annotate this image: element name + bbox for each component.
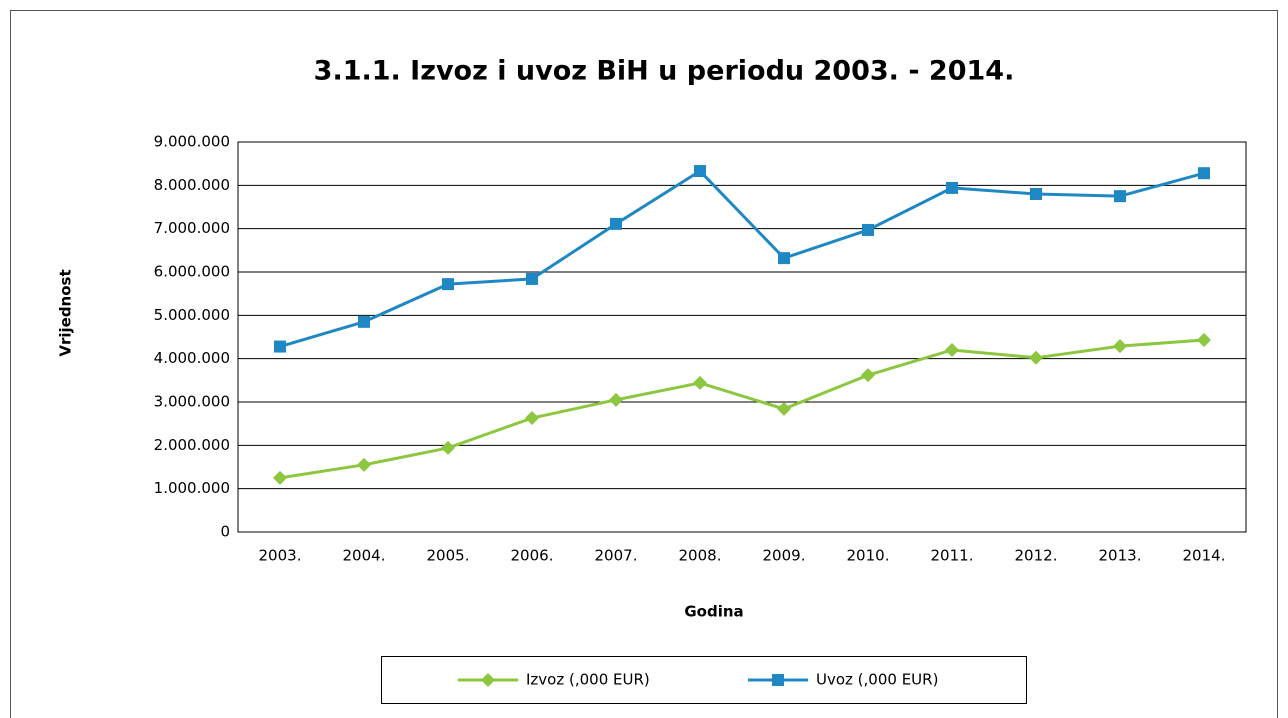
marker (778, 252, 790, 265)
marker (861, 368, 875, 383)
x-tick-label: 2011. (931, 547, 974, 565)
x-tick-label: 2008. (679, 547, 722, 565)
series-line (279, 338, 1205, 480)
legend-label: Uvoz (,000 EUR) (816, 671, 938, 689)
marker (442, 278, 454, 291)
marker (481, 673, 495, 687)
y-tick-label: 8.000.000 (154, 176, 230, 194)
marker (772, 674, 784, 686)
marker (693, 375, 707, 390)
marker (610, 217, 622, 230)
marker (1114, 190, 1126, 203)
x-tick-label: 2012. (1015, 547, 1058, 565)
y-tick-label: 7.000.000 (154, 219, 230, 237)
chart-title: 3.1.1. Izvoz i uvoz BiH u periodu 2003. … (314, 56, 1015, 87)
marker (441, 440, 455, 455)
y-tick-label: 3.000.000 (154, 393, 230, 411)
marker (694, 165, 706, 178)
marker (777, 401, 791, 416)
legend-label: Izvoz (,000 EUR) (526, 671, 650, 689)
x-tick-label: 2010. (847, 547, 890, 565)
series-line (279, 169, 1205, 348)
y-tick-label: 0 (220, 523, 230, 541)
plot-border (237, 141, 1247, 533)
marker (357, 457, 371, 472)
y-tick-label: 2.000.000 (154, 436, 230, 454)
y-axis-title: Vrijednost (57, 269, 75, 356)
marker (946, 181, 958, 194)
x-tick-label: 2007. (595, 547, 638, 565)
marker (525, 411, 539, 426)
chart-frame (10, 10, 1278, 718)
marker (1198, 167, 1210, 180)
x-tick-label: 2006. (511, 547, 554, 565)
x-tick-label: 2003. (259, 547, 302, 565)
y-tick-label: 5.000.000 (154, 306, 230, 324)
marker (609, 392, 623, 407)
marker (945, 343, 959, 357)
y-tick-label: 4.000.000 (154, 349, 230, 367)
marker (526, 272, 538, 285)
y-tick-label: 6.000.000 (154, 263, 230, 281)
marker (273, 470, 287, 485)
marker (358, 315, 370, 328)
marker (274, 340, 286, 353)
marker (1197, 333, 1211, 348)
marker (862, 223, 874, 236)
marker (1030, 188, 1042, 200)
x-tick-label: 2004. (343, 547, 386, 565)
x-tick-label: 2014. (1183, 547, 1226, 565)
x-tick-label: 2013. (1099, 547, 1142, 565)
marker (1029, 350, 1043, 365)
y-tick-label: 9.000.000 (154, 133, 230, 151)
x-tick-label: 2009. (763, 547, 806, 565)
y-tick-label: 1.000.000 (154, 479, 230, 497)
marker (1113, 339, 1127, 354)
x-tick-label: 2005. (427, 547, 470, 565)
x-axis-title: Godina (684, 603, 743, 621)
